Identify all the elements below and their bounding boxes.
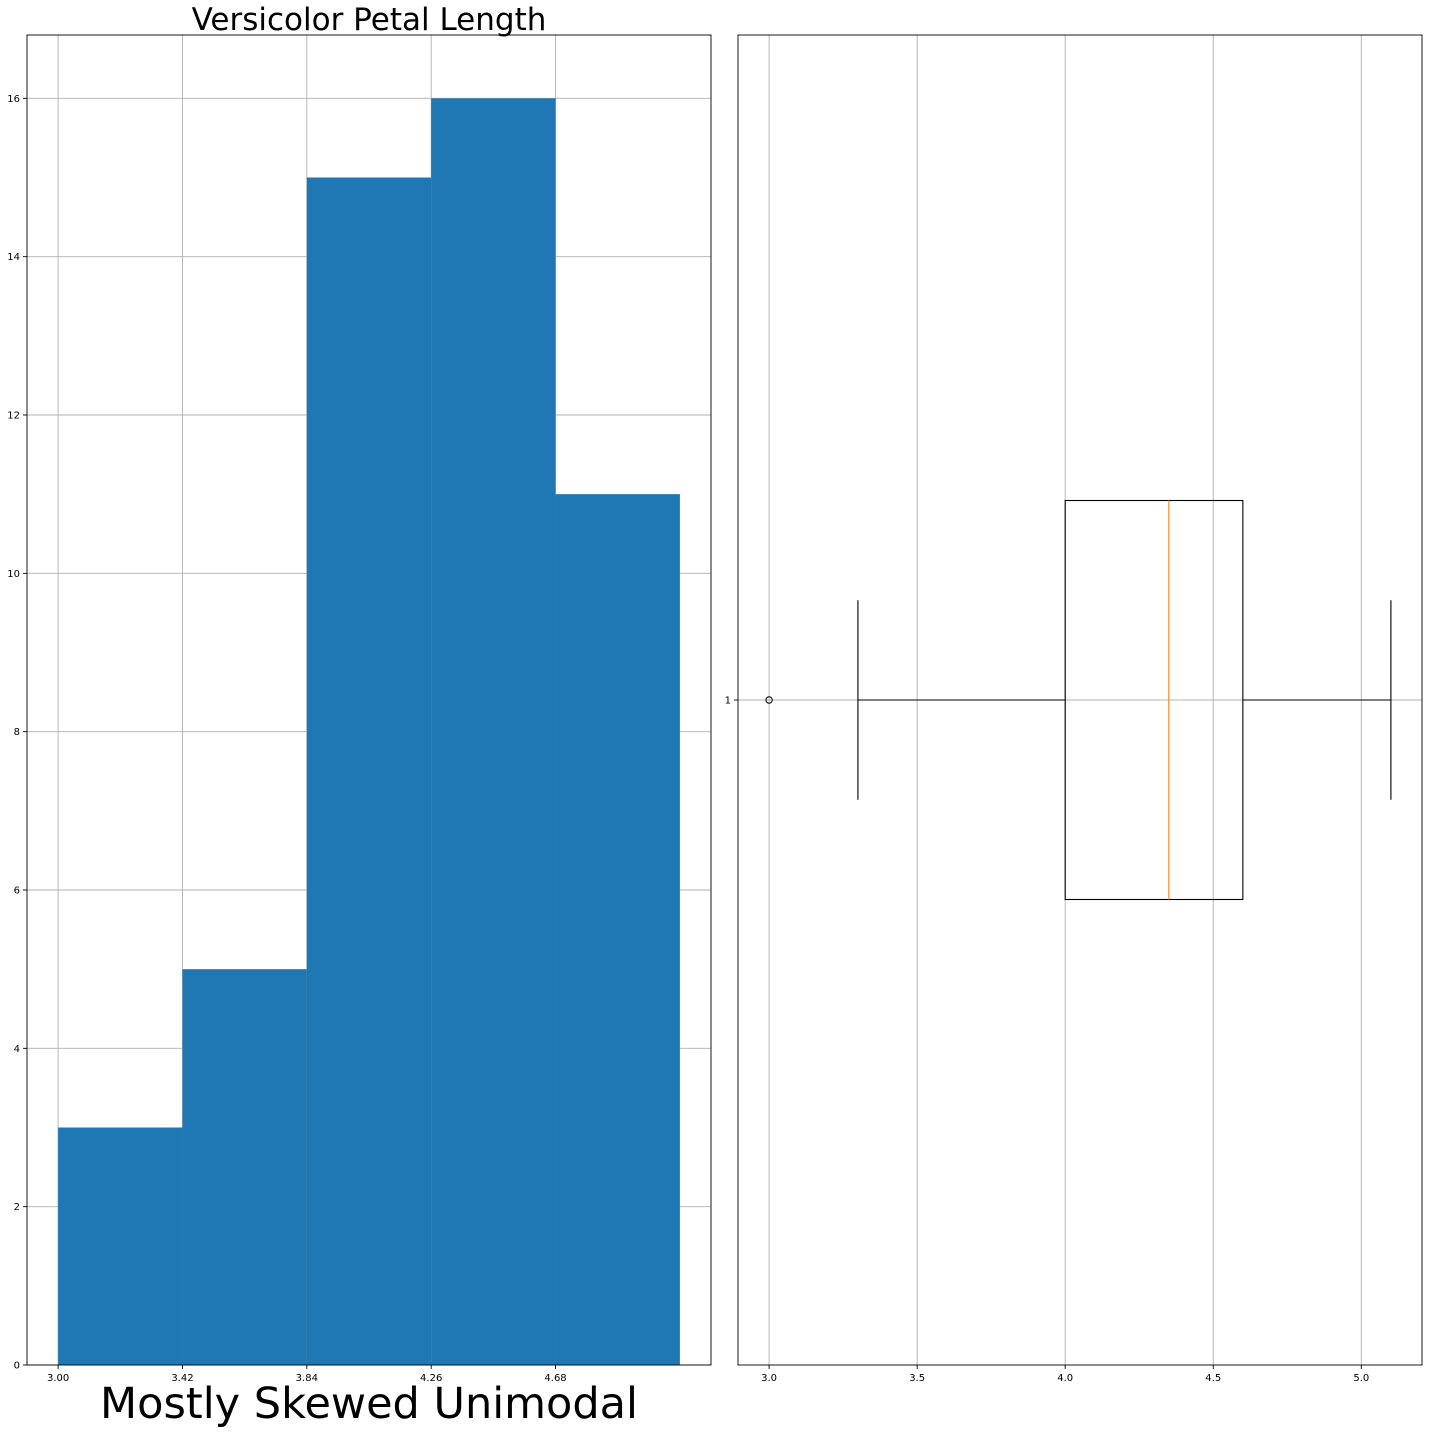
boxplot-x-tick-label: 4.0	[1057, 1373, 1073, 1384]
histogram-bar	[431, 98, 556, 1365]
boxplot-outlier-point	[765, 696, 773, 704]
histogram-title: Versicolor Petal Length	[192, 2, 547, 38]
histogram-bar	[306, 177, 432, 1365]
histogram-x-tick-label: 3.42	[171, 1373, 193, 1384]
histogram-x-ticks: 3.00 3.42 3.84 4.26 4.68	[47, 1365, 567, 1384]
histogram-y-tick-label: 0	[14, 1361, 20, 1372]
boxplot-panel: 3.0 3.5 4.0 4.5 5.0 1	[725, 34, 1423, 1384]
boxplot-marks	[765, 499, 1392, 901]
histogram-frame	[26, 34, 712, 1366]
histogram-bar	[58, 1127, 183, 1365]
boxplot-x-ticks: 3.0 3.5 4.0 4.5 5.0	[761, 1365, 1369, 1384]
histogram-y-tick-label: 16	[7, 94, 20, 105]
histogram-bar	[182, 969, 307, 1365]
boxplot-x-tick-label: 5.0	[1353, 1373, 1369, 1384]
boxplot-x-tick-label: 4.5	[1205, 1373, 1221, 1384]
histogram-x-tick-label: 3.00	[47, 1373, 69, 1384]
histogram-x-tick-label: 3.84	[296, 1373, 318, 1384]
histogram-y-tick-label: 6	[14, 886, 20, 897]
histogram-y-ticks: 0 2 4 6 8 10 12 14 16	[7, 94, 27, 1372]
histogram-x-label: Mostly Skewed Unimodal	[100, 1379, 638, 1429]
histogram-y-tick-label: 14	[7, 252, 20, 263]
histogram-x-tick-label: 4.68	[544, 1373, 566, 1384]
boxplot-x-tick-label: 3.5	[909, 1373, 925, 1384]
histogram-y-tick-label: 8	[14, 727, 20, 738]
histogram-y-tick-label: 2	[14, 1202, 20, 1213]
boxplot-box	[1064, 499, 1244, 901]
histogram-x-tick-label: 4.26	[420, 1373, 442, 1384]
histogram-bars	[58, 98, 680, 1366]
histogram-bar	[555, 494, 680, 1366]
boxplot-y-tick-label: 1	[725, 696, 731, 707]
histogram-panel: 3.00 3.42 3.84 4.26 4.68 0 2 4 6 8 10 12 14 16 Versi…	[7, 2, 712, 1429]
histogram-y-tick-label: 10	[7, 569, 20, 580]
boxplot-y-ticks: 1	[725, 696, 738, 707]
boxplot-x-tick-label: 3.0	[761, 1373, 777, 1384]
histogram-y-tick-label: 4	[14, 1044, 20, 1055]
histogram-y-tick-label: 12	[7, 411, 20, 422]
